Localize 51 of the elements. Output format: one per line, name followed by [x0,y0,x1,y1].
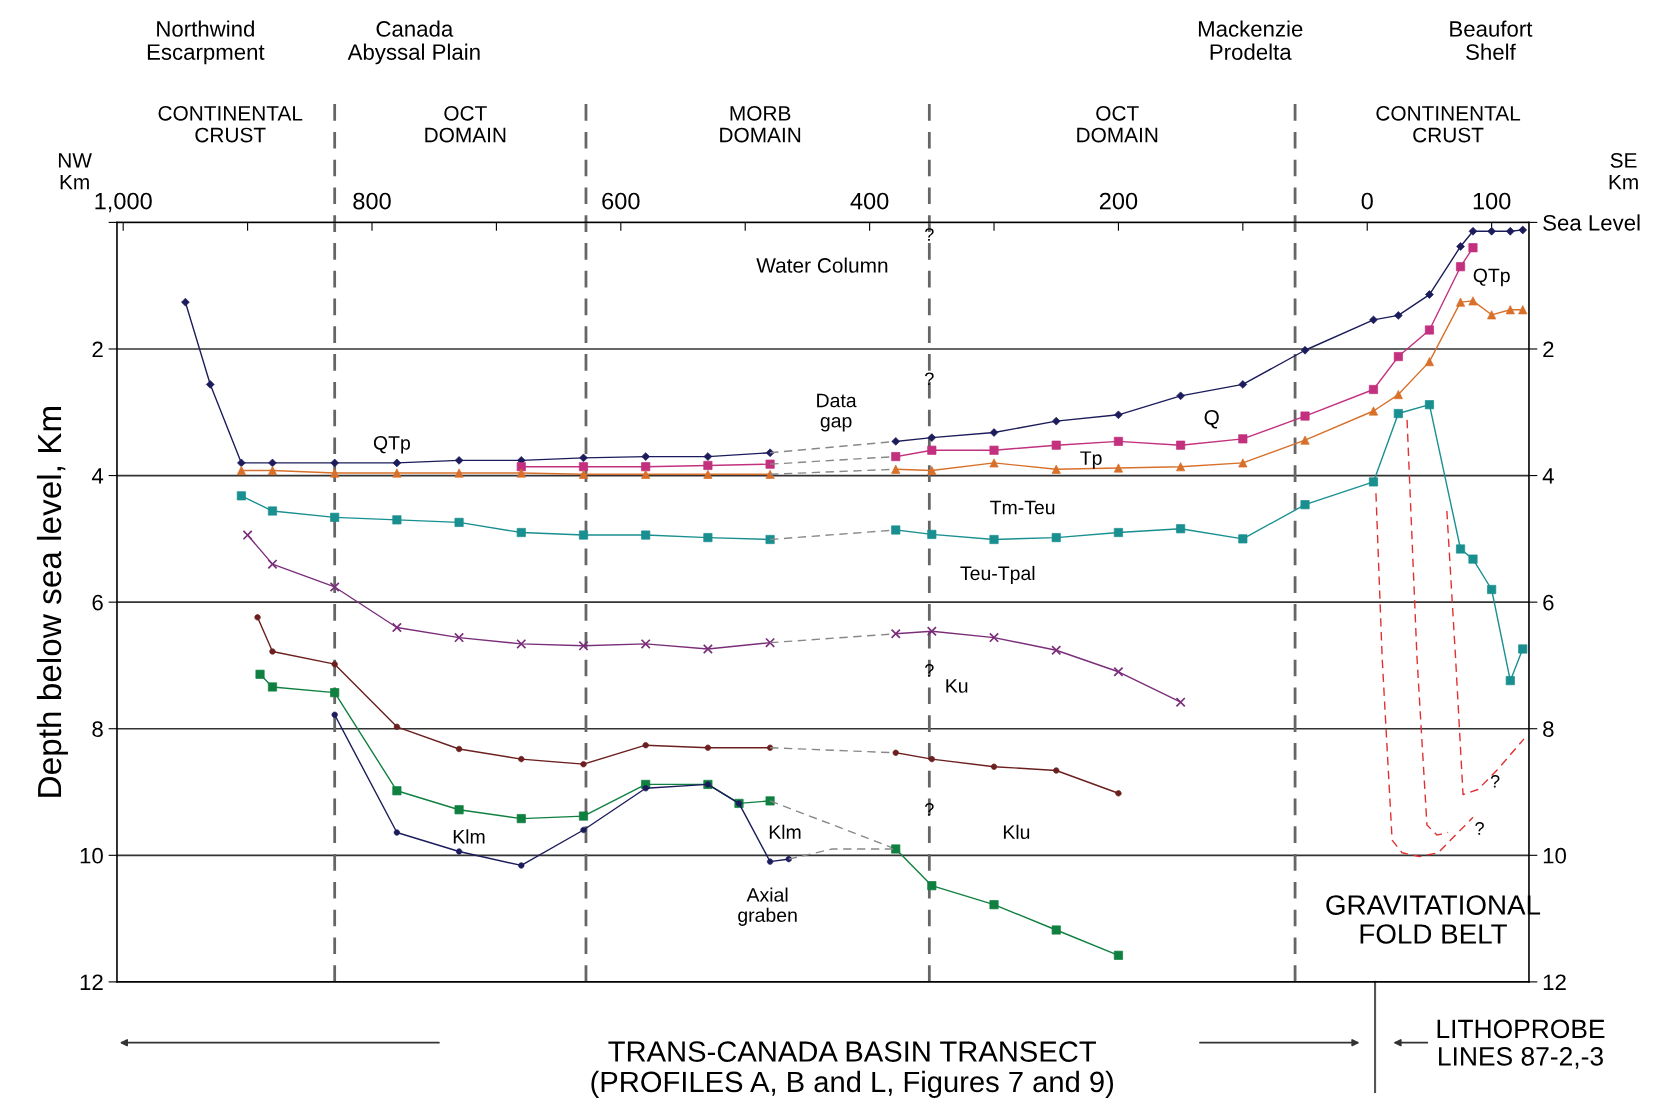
annotation: Ku [946,679,968,693]
text: MORB DOMAIN [720,105,801,143]
x-tick-label: 1,000 [95,192,152,213]
y2-tick-label: 4 [1542,468,1554,484]
annotation: Klm [769,824,801,839]
y2-tick-label: 10 [1543,847,1567,864]
x-tick-label: 0 [1361,192,1373,210]
annotation: ? [1490,774,1500,788]
annotation: Tm-Teu [990,500,1055,515]
annotation: Axial graben [738,887,797,926]
x-tick-label: 200 [1099,192,1138,210]
annotation: Q [1204,409,1219,429]
y-tick-label: 6 [92,594,103,611]
text: OCT DOMAIN [425,105,506,143]
y2-tick-label: 2 [1543,341,1554,358]
text: CONTINENTAL CRUST [1376,105,1521,143]
annotation: ? [1475,822,1484,835]
annotation: Data gap [817,393,857,432]
text: Beaufort Shelf [1450,20,1533,60]
y2-tick-label: 8 [1543,721,1554,737]
annotation: Water Column [756,257,888,273]
text: CONTINENTAL CRUST [158,105,303,143]
text: Mackenzie Prodelta [1198,20,1303,60]
x-tick-label: 600 [602,192,640,210]
x-tick-label: 100 [1473,192,1511,210]
y-tick-label: 8 [92,721,103,737]
annotation: Teu-Tpal [960,565,1035,585]
text: Northwind Escarpment [147,20,265,65]
y-tick-label: 2 [92,341,103,358]
text: Canada Abyssal Plain [347,20,480,65]
text: TRANS-CANADA BASIN TRANSECT (PROFILES A, B and L, Figures 7 and 9) [591,1041,1114,1099]
annotation: QTp [373,436,410,454]
y-tick-label: 12 [80,974,103,990]
text: OCT DOMAIN [1077,105,1158,143]
y2-tick-label: 6 [1543,594,1554,611]
y2-tick-label: Sea Level [1543,214,1640,231]
y-tick-label: 10 [80,847,103,864]
y2-tick-label: 12 [1543,974,1566,990]
annotation: ? [925,228,934,241]
x-tick-label: 400 [850,192,889,210]
annotation: ? [925,372,934,386]
y-axis-title: Depth below sea level, Km [36,407,68,797]
x-tick-label: 800 [353,192,391,210]
text: NW Km [58,153,92,190]
text: LITHOPROBE LINES 87-2,-3 [1437,1019,1605,1069]
text: SE Km [1609,153,1638,190]
annotation: Tp [1080,451,1102,469]
annotation: Klu [1003,824,1030,840]
annotation: QTp [1473,268,1510,287]
annotation: Klm [453,829,485,844]
y-tick-label: 4 [91,468,104,484]
